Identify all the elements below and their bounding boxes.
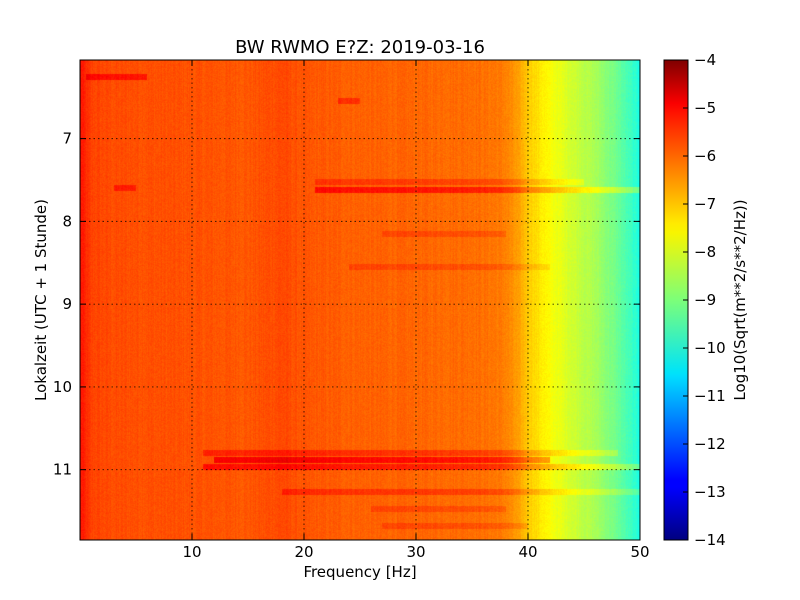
y-tick-label: 8 [62,212,72,230]
y-tick-label: 10 [53,378,72,396]
x-tick-label: 10 [182,543,201,561]
y-axis: 7 8 9 10 11 [53,130,640,479]
colorbar-label: Log10(Sqrt(m**2/s**2/Hz)) [731,199,749,400]
x-tick-label: 40 [518,543,537,561]
colorbar-tick-label: −8 [694,243,716,261]
colorbar-tick-label: −11 [694,387,726,405]
colorbar-tick-label: −5 [694,99,716,117]
colorbar-tick-label: −7 [694,195,716,213]
x-axis: 10 20 30 40 50 [182,60,650,561]
x-tick-label: 20 [294,543,313,561]
colorbar-tick-label: −13 [694,483,726,501]
colorbar-tick-label: −10 [694,339,726,357]
y-tick-label: 9 [62,295,72,313]
grid-lines [80,60,640,540]
plot-frame [79,59,641,541]
y-tick-label: 7 [62,130,72,148]
x-axis-label: Frequency [Hz] [303,563,416,581]
colorbar-ticks: −4 −5 −6 −7 −8 −9 −10 −11 −12 −13 −14 [683,51,726,549]
chart-title: BW RWMO E?Z: 2019-03-16 [235,37,485,58]
colorbar-tick-label: −6 [694,147,716,165]
x-tick-label: 50 [630,543,649,561]
colorbar-tick-label: −4 [694,51,716,69]
colorbar-tick-label: −14 [694,531,726,549]
spectrogram-heatmap [80,60,640,540]
colorbar-tick-label: −9 [694,291,716,309]
y-axis-label: Lokalzeit (UTC + 1 Stunde) [32,199,50,401]
y-tick-label: 11 [53,461,72,479]
colorbar-tick-label: −12 [694,435,726,453]
x-tick-label: 30 [406,543,425,561]
plot-area [79,59,641,541]
colorbar: −4 −5 −6 −7 −8 −9 −10 −11 −12 −13 −14 Log10(Sqrt(m… [663,51,749,549]
